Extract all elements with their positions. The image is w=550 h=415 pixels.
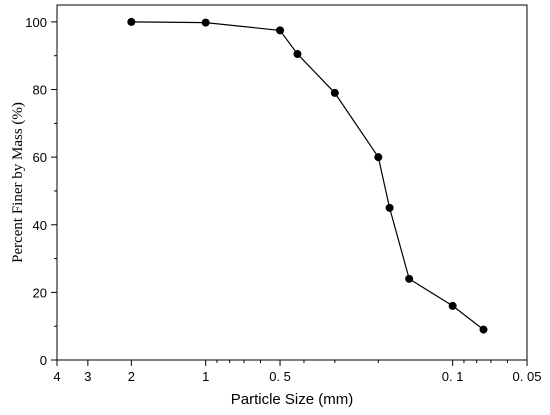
data-point: [127, 17, 136, 26]
x-tick-label: 1: [202, 369, 209, 384]
y-tick-label: 40: [33, 218, 47, 233]
data-point: [385, 203, 394, 212]
data-point: [201, 18, 210, 27]
x-tick-label: 0. 1: [442, 369, 464, 384]
series-line: [131, 21, 484, 331]
data-point: [448, 301, 457, 310]
data-point: [479, 325, 488, 334]
y-tick-label: 80: [33, 83, 47, 98]
x-tick-label: 4: [53, 369, 60, 384]
data-point: [374, 153, 383, 162]
data-point: [330, 88, 339, 97]
plot-frame: [56, 4, 528, 361]
x-tick-label: 2: [128, 369, 135, 384]
y-axis-title: Percent Finer by Mass (%): [10, 102, 26, 263]
data-point: [276, 26, 285, 35]
x-tick-label: 3: [84, 369, 91, 384]
x-tick-label: 0. 05: [513, 369, 542, 384]
x-tick-label: 0. 5: [269, 369, 291, 384]
data-point: [293, 50, 302, 59]
y-tick-label: 0: [40, 353, 47, 368]
y-tick-label: 60: [33, 150, 47, 165]
y-tick-label: 20: [33, 285, 47, 300]
y-tick-label: 100: [25, 15, 47, 30]
x-axis-title: Particle Size (mm): [231, 391, 354, 408]
data-point: [405, 274, 414, 283]
